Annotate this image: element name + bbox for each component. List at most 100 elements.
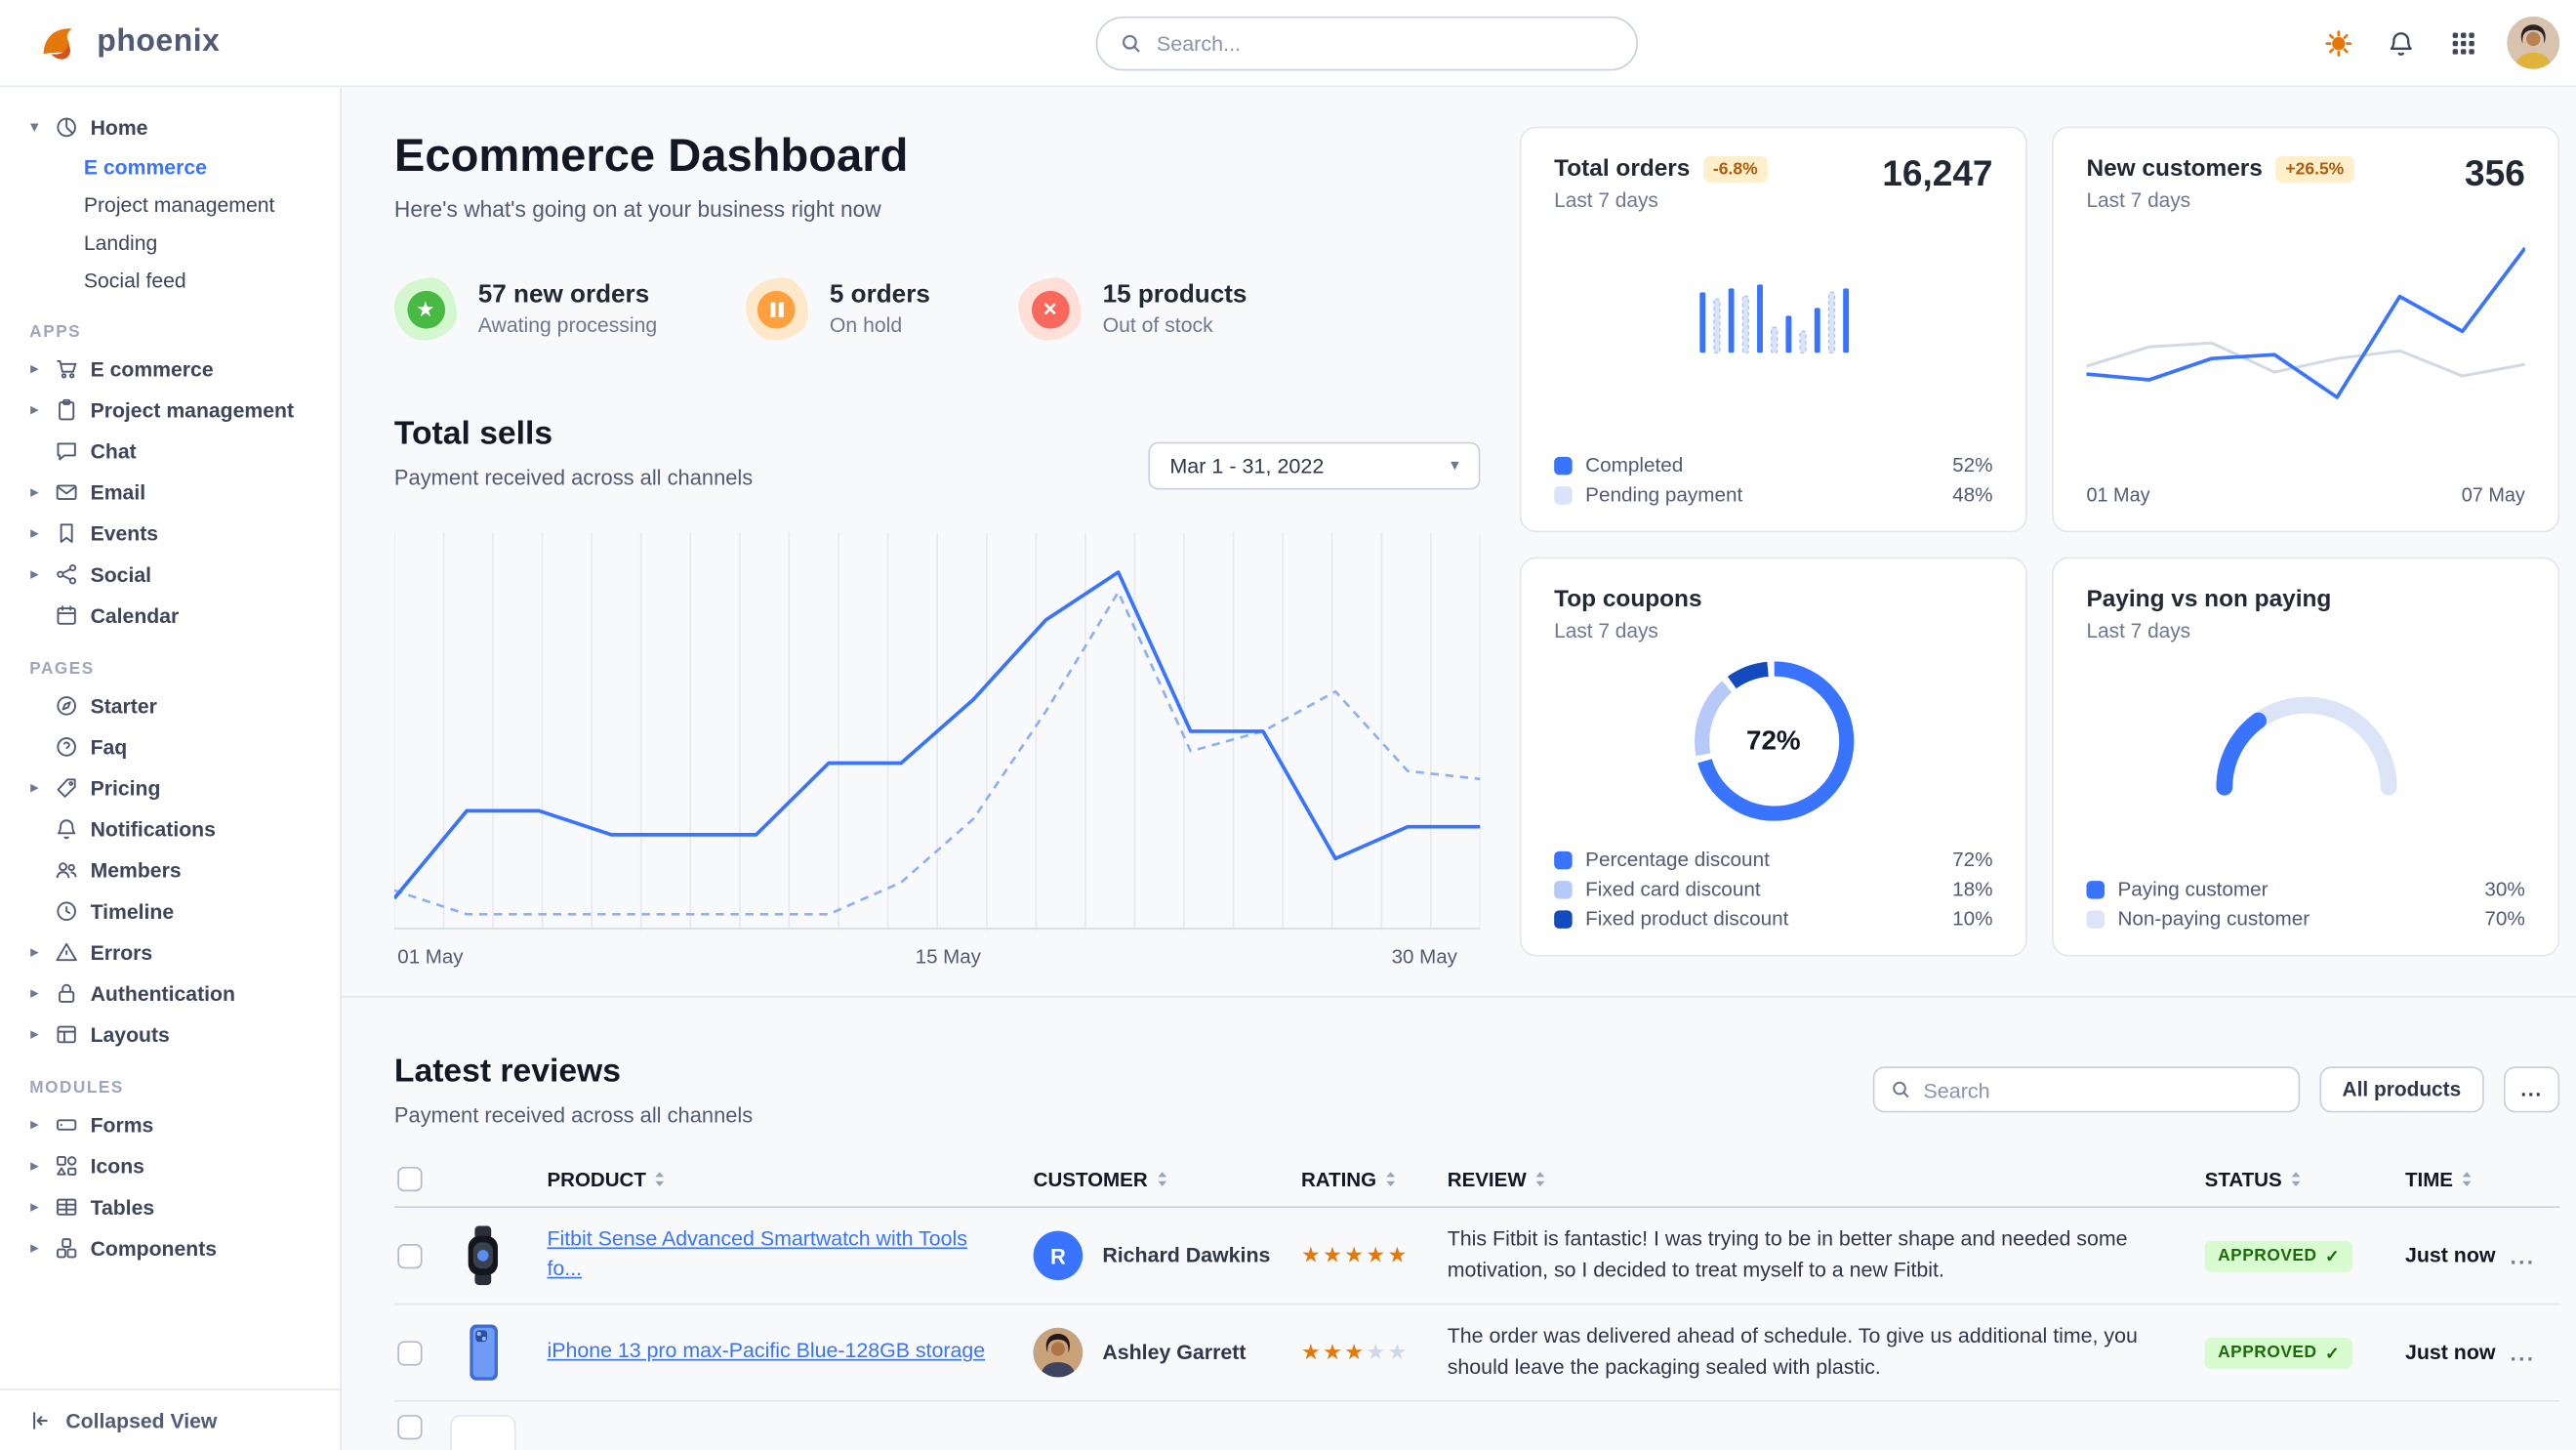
sidebar-item-social-feed[interactable]: Social feed	[83, 269, 186, 292]
check-icon: ✓	[2324, 1248, 2340, 1266]
select-row-checkbox[interactable]	[397, 1340, 423, 1365]
column-header-rating[interactable]: RATING	[1301, 1168, 1448, 1190]
reviews-search-input[interactable]	[1923, 1077, 2282, 1102]
global-search[interactable]	[1095, 16, 1638, 71]
sidebar-item-label: Members	[90, 858, 182, 882]
product-image-iphone[interactable]	[450, 1319, 515, 1385]
lock-icon	[55, 981, 79, 1006]
user-avatar[interactable]	[2507, 16, 2560, 69]
product-image-smartwatch[interactable]	[450, 1222, 515, 1288]
caret-right-icon: ▸	[30, 778, 39, 796]
customer-avatar-photo	[1033, 1327, 1084, 1378]
date-range-select[interactable]: Mar 1 - 31, 2022 ▾	[1148, 441, 1481, 490]
sun-icon	[2324, 28, 2352, 57]
sidebar-item-landing[interactable]: Landing	[83, 230, 158, 255]
reviews-subtitle: Payment received across all channels	[393, 1102, 754, 1128]
sidebar-item-members[interactable]: Members	[13, 849, 326, 891]
theme-toggle-button[interactable]	[2313, 19, 2362, 67]
table-row: iPhone 13 pro max-Pacific Blue-128GB sto…	[393, 1305, 2560, 1402]
card-value: 356	[2465, 152, 2525, 194]
rating-stars: ★ ★ ★ ★ ★	[1301, 1340, 1448, 1366]
brand[interactable]: phoenix	[36, 19, 220, 66]
x-axis-labels: 01 May 15 May 30 May	[394, 945, 1480, 972]
select-row-checkbox[interactable]	[397, 1243, 423, 1268]
card-period: Last 7 days	[2086, 188, 2191, 213]
sidebar: ▾ Home E commerce Project management Lan…	[0, 87, 343, 1450]
collapsed-view-toggle[interactable]: Collapsed View	[0, 1388, 341, 1450]
legend-pending: Pending payment 48%	[1554, 483, 1993, 506]
column-header-review[interactable]: REVIEW	[1448, 1168, 2205, 1190]
orders-bar-chart	[1698, 284, 1849, 354]
change-badge: -6.8%	[1702, 155, 1768, 183]
column-header-product[interactable]: PRODUCT	[547, 1168, 1033, 1190]
total-sells-title: Total sells	[393, 415, 553, 452]
reviews-title: Latest reviews	[393, 1053, 621, 1090]
paying-gauge-chart	[2215, 696, 2396, 796]
reviews-search[interactable]	[1872, 1066, 2300, 1113]
row-actions-button[interactable]: ...	[2510, 1340, 2536, 1365]
search-icon	[1891, 1080, 1910, 1099]
legend-completed: Completed 52%	[1554, 454, 1993, 476]
star-icon: ★	[1323, 1242, 1343, 1267]
x-label-start: 01 May	[397, 944, 464, 969]
components-icon	[55, 1236, 79, 1261]
sidebar-item-home[interactable]: ▾ Home	[13, 106, 326, 147]
sidebar-item-authentication[interactable]: ▸ Authentication	[13, 973, 326, 1014]
star-icon: ★	[1300, 1242, 1322, 1267]
stat-caption: Out of stock	[1102, 313, 1213, 338]
column-header-status[interactable]: STATUS	[2205, 1168, 2405, 1190]
review-time: Just now	[2404, 1341, 2496, 1364]
sidebar-item-ecommerce-app[interactable]: ▸ E commerce	[13, 349, 326, 390]
sidebar-item-chat[interactable]: Chat	[13, 431, 326, 472]
sidebar-item-notifications[interactable]: Notifications	[13, 808, 326, 849]
sidebar-item-layouts[interactable]: ▸ Layouts	[13, 1014, 326, 1055]
sidebar-item-project-management-dashboard[interactable]: Project management	[83, 192, 275, 217]
column-header-time[interactable]: TIME	[2405, 1168, 2511, 1190]
legend-fixed-card-discount: Fixed card discount 18%	[1554, 878, 1993, 900]
product-link[interactable]: iPhone 13 pro max-Pacific Blue-128GB sto…	[547, 1339, 986, 1363]
sidebar-item-timeline[interactable]: Timeline	[13, 891, 326, 932]
product-image[interactable]	[450, 1415, 516, 1450]
sidebar-item-events[interactable]: ▸ Events	[13, 513, 326, 554]
sidebar-item-errors[interactable]: ▸ Errors	[13, 932, 326, 973]
apps-menu-button[interactable]	[2438, 19, 2487, 67]
sidebar-item-label: Tables	[90, 1195, 155, 1219]
sidebar-item-pricing[interactable]: ▸ Pricing	[13, 767, 326, 808]
sidebar-item-calendar[interactable]: Calendar	[13, 595, 326, 636]
date-range-value: Mar 1 - 31, 2022	[1169, 453, 1325, 478]
all-products-button[interactable]: All products	[2318, 1066, 2484, 1113]
new-customers-card: New customers +26.5% Last 7 days 356 01 …	[2052, 126, 2560, 533]
sidebar-item-faq[interactable]: Faq	[13, 726, 326, 767]
sidebar-item-project-management-app[interactable]: ▸ Project management	[13, 390, 326, 431]
sidebar-item-e-commerce-dashboard[interactable]: E commerce	[83, 155, 207, 179]
sidebar-item-tables[interactable]: ▸ Tables	[13, 1186, 326, 1227]
select-all-checkbox[interactable]	[397, 1166, 423, 1192]
sidebar-item-email[interactable]: ▸ Email	[13, 472, 326, 513]
sidebar-item-social[interactable]: ▸ Social	[13, 554, 326, 595]
reviews-more-button[interactable]: ...	[2503, 1066, 2560, 1113]
table-row: Fitbit Sense Advanced Smartwatch with To…	[393, 1208, 2560, 1305]
sidebar-item-forms[interactable]: ▸ Forms	[13, 1104, 326, 1145]
caret-right-icon: ▸	[30, 1025, 39, 1043]
global-search-input[interactable]	[1156, 30, 1614, 57]
sort-icon	[655, 1172, 665, 1186]
coupons-donut-chart: 72%	[1688, 656, 1859, 827]
notifications-button[interactable]	[2376, 19, 2425, 67]
review-time: Just now	[2404, 1244, 2496, 1267]
sidebar-item-label: Events	[90, 521, 159, 545]
sidebar-item-label: Calendar	[90, 603, 180, 628]
select-row-checkbox[interactable]	[397, 1415, 423, 1440]
sidebar-item-starter[interactable]: Starter	[13, 685, 326, 726]
star-icon: ★	[1344, 1242, 1365, 1267]
sidebar-item-icons[interactable]: ▸ Icons	[13, 1145, 326, 1186]
sidebar-item-label: Project management	[90, 398, 295, 422]
row-actions-button[interactable]: ...	[2510, 1243, 2536, 1268]
product-link[interactable]: Fitbit Sense Advanced Smartwatch with To…	[547, 1227, 967, 1281]
main-content: Ecommerce Dashboard Here's what's going …	[342, 87, 2576, 1450]
sidebar-item-components[interactable]: ▸ Components	[13, 1227, 326, 1268]
sidebar-item-label: Components	[90, 1236, 218, 1261]
warning-icon	[55, 940, 79, 965]
column-header-customer[interactable]: CUSTOMER	[1034, 1168, 1301, 1190]
brand-name: phoenix	[97, 24, 221, 60]
